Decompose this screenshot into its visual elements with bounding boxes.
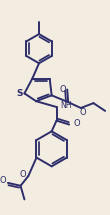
Text: O: O bbox=[73, 119, 80, 128]
Text: NH: NH bbox=[60, 101, 72, 110]
Text: S: S bbox=[16, 89, 23, 98]
Text: O: O bbox=[79, 108, 86, 117]
Text: O: O bbox=[19, 170, 26, 179]
Text: O: O bbox=[59, 85, 66, 94]
Text: O: O bbox=[0, 177, 6, 185]
